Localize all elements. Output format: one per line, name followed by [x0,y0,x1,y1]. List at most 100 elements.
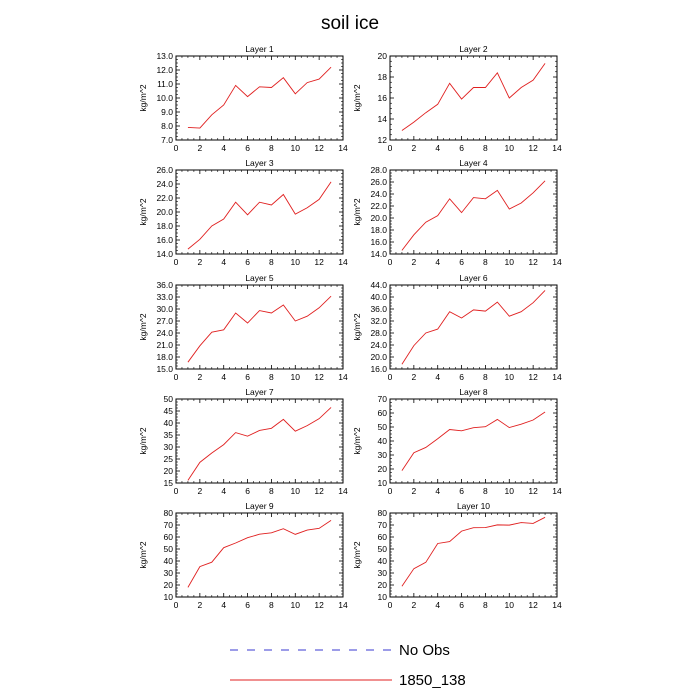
y-tick-label: 50 [378,422,388,432]
y-tick-label: 30 [378,450,388,460]
y-tick-label: 18.0 [156,352,173,362]
y-axis-label: kg/m^2 [352,84,362,111]
x-tick-label: 8 [483,600,488,610]
panel-title: Layer 2 [459,44,488,54]
panel-layer-5: Layer 5 0 2 4 6 8 10 12 14 15.0 18.0 21.0 24.0 27.0 30… [138,273,348,382]
x-tick-label: 0 [388,143,393,153]
x-tick-label: 14 [552,257,562,267]
x-tick-label: 6 [459,257,464,267]
series-line-1850-138 [187,66,332,129]
y-tick-label: 20 [378,464,388,474]
y-tick-label: 11.0 [157,79,173,89]
x-tick-label: 14 [552,600,562,610]
y-tick-label: 70 [378,394,388,404]
panel-title: Layer 3 [245,158,274,168]
x-tick-label: 12 [528,600,538,610]
x-tick-label: 10 [291,600,301,610]
y-tick-label: 16.0 [156,235,173,245]
y-tick-label: 18.0 [370,225,387,235]
y-tick-label: 8.0 [161,121,173,131]
x-tick-label: 10 [291,486,301,496]
series-line-1850-138 [187,295,332,363]
x-tick-label: 4 [435,257,440,267]
x-tick-label: 2 [411,372,416,382]
x-tick-label: 14 [552,143,562,153]
x-tick-label: 12 [528,143,538,153]
y-tick-label: 26.0 [156,165,173,175]
x-tick-label: 14 [338,143,348,153]
x-tick-label: 8 [483,257,488,267]
x-tick-label: 6 [245,372,250,382]
x-tick-label: 12 [528,486,538,496]
x-tick-label: 4 [435,600,440,610]
series-line-1850-138 [401,411,546,471]
x-tick-label: 6 [459,143,464,153]
y-axis-label: kg/m^2 [352,427,362,454]
x-tick-label: 12 [528,257,538,267]
panel-title: Layer 1 [245,44,274,54]
x-tick-label: 12 [314,372,324,382]
y-tick-label: 24.0 [156,179,173,189]
y-tick-label: 12 [378,135,388,145]
y-tick-label: 45 [164,406,174,416]
x-tick-label: 12 [314,486,324,496]
x-tick-label: 2 [197,143,202,153]
y-tick-label: 14 [378,114,388,124]
y-axis-label: kg/m^2 [138,198,148,225]
x-tick-label: 8 [269,143,274,153]
y-tick-label: 60 [378,532,388,542]
x-tick-label: 6 [245,143,250,153]
y-tick-label: 80 [164,508,174,518]
plot-frame [389,169,558,255]
x-tick-label: 0 [388,600,393,610]
y-tick-label: 60 [378,408,388,418]
y-axis-label: kg/m^2 [352,541,362,568]
x-tick-label: 14 [338,372,348,382]
y-tick-label: 20 [378,51,388,61]
y-tick-label: 70 [164,520,174,530]
y-tick-label: 20.0 [370,352,387,362]
y-tick-label: 20 [164,466,174,476]
x-tick-label: 2 [411,486,416,496]
y-tick-label: 50 [164,544,174,554]
x-tick-label: 10 [505,372,515,382]
x-tick-label: 6 [245,257,250,267]
x-tick-label: 8 [269,486,274,496]
x-tick-label: 2 [197,372,202,382]
x-tick-label: 0 [174,486,179,496]
x-tick-label: 6 [245,486,250,496]
x-tick-label: 0 [174,372,179,382]
series-line-1850-138 [187,181,332,250]
y-axis-label: kg/m^2 [352,313,362,340]
y-tick-label: 18 [378,72,388,82]
x-tick-label: 14 [552,372,562,382]
panel-title: Layer 7 [245,387,274,397]
x-tick-label: 6 [459,600,464,610]
y-tick-label: 13.0 [156,51,173,61]
x-tick-label: 14 [338,486,348,496]
y-tick-label: 40 [378,556,388,566]
x-tick-label: 12 [528,372,538,382]
x-tick-label: 4 [221,486,226,496]
x-tick-label: 8 [269,257,274,267]
panel-layer-10: Layer 10 0 2 4 6 8 10 12 14 10 20 30 40 50 60 70 80 kg/m^… [352,501,562,610]
panel-title: Layer 6 [459,273,488,283]
x-tick-label: 2 [197,257,202,267]
y-tick-label: 60 [164,532,174,542]
panel-layer-3: Layer 3 0 2 4 6 8 10 12 14 14.0 16.0 18.0 20.0 22.0 24… [138,158,348,267]
x-tick-label: 14 [338,257,348,267]
x-tick-label: 10 [505,600,515,610]
x-tick-label: 8 [269,372,274,382]
y-tick-label: 36.0 [156,280,173,290]
y-tick-label: 24.0 [370,189,387,199]
y-tick-label: 30 [164,442,174,452]
y-axis-label: kg/m^2 [138,427,148,454]
plot-frame [389,284,558,370]
x-tick-label: 0 [174,257,179,267]
y-tick-label: 10 [378,592,388,602]
y-tick-label: 22.0 [370,201,387,211]
x-tick-label: 8 [483,372,488,382]
panel-title: Layer 8 [459,387,488,397]
y-axis-label: kg/m^2 [138,541,148,568]
